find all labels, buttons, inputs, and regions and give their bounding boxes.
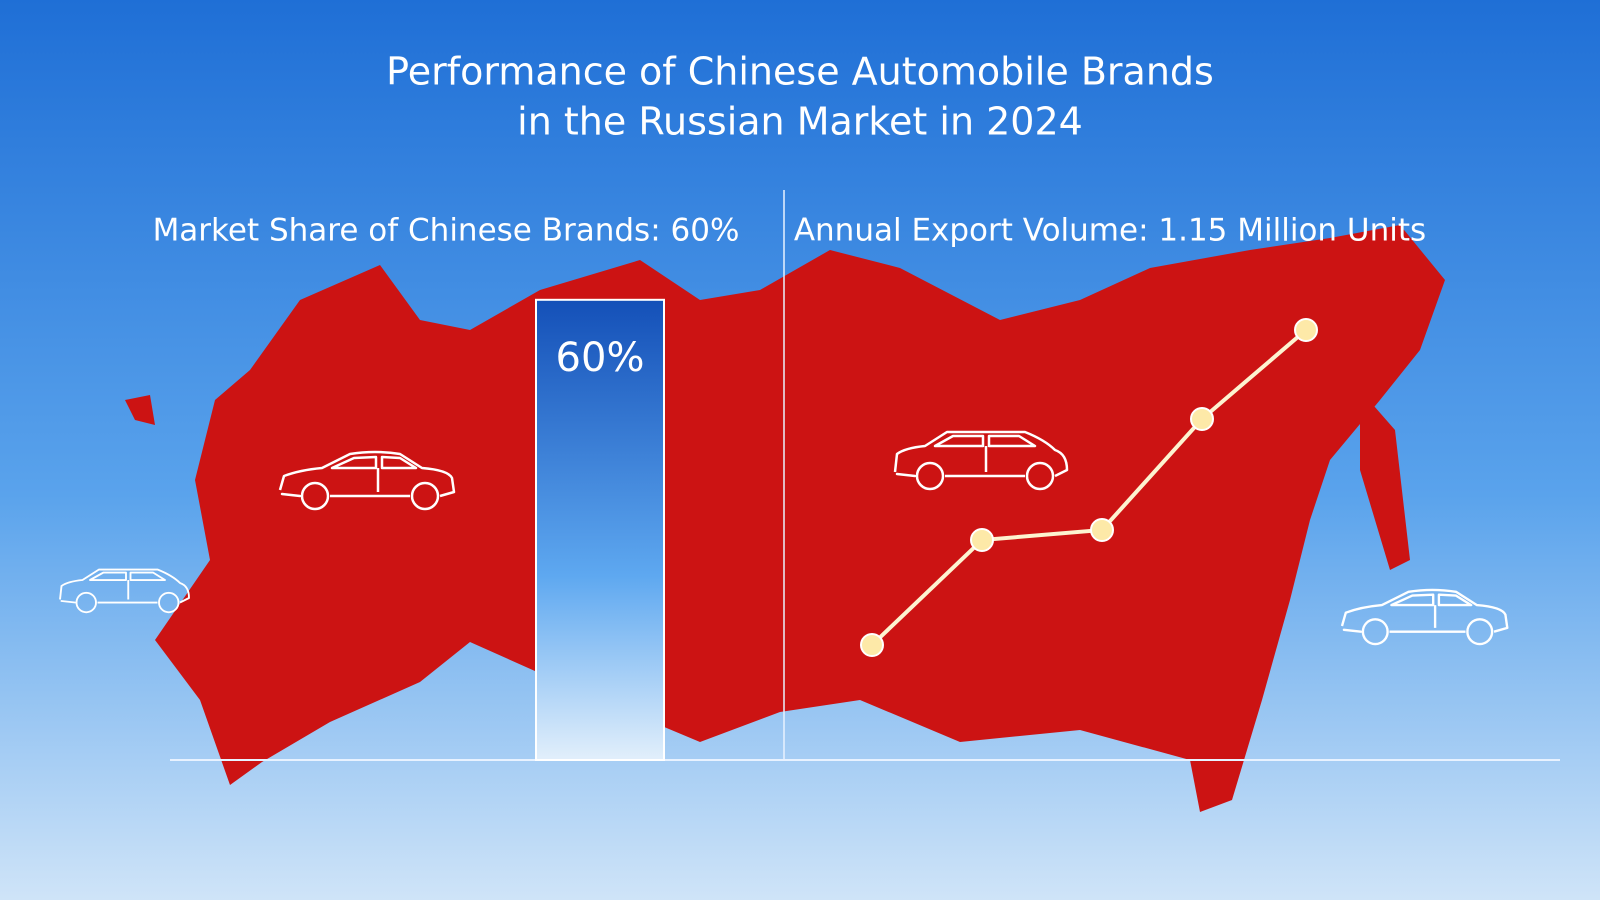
trend-line — [860, 318, 1318, 657]
bar — [535, 298, 665, 761]
panel-title: Annual Export Volume: 1.15 Million Units — [794, 213, 1426, 249]
panel-title: Market Share of Chinese Brands: 60% — [153, 213, 740, 249]
value-label: 60% — [556, 335, 645, 381]
title: in the Russian Market in 2024 — [517, 100, 1083, 144]
title: Performance of Chinese Automobile Brands — [386, 50, 1214, 94]
russia-map — [125, 225, 1445, 812]
